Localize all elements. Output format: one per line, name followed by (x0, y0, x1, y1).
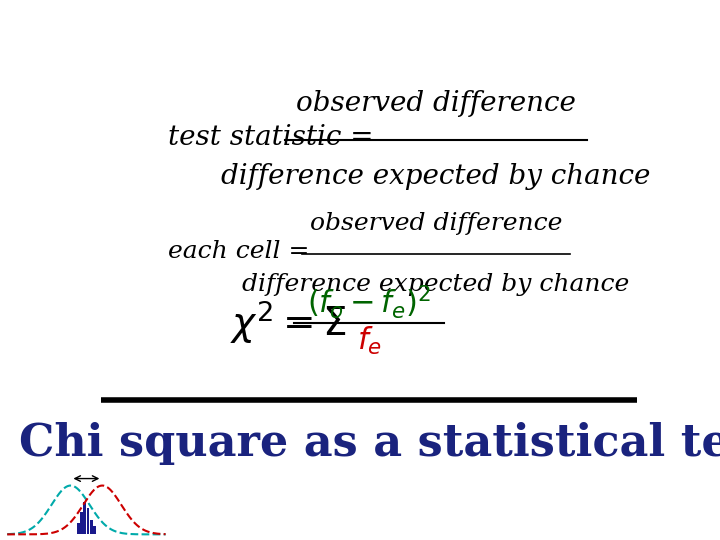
Text: test statistic =: test statistic = (168, 124, 374, 151)
Bar (80, 512, 83, 535)
Bar (86, 508, 89, 535)
Bar (77, 523, 80, 535)
Text: observed difference: observed difference (296, 90, 576, 117)
Text: difference expected by chance: difference expected by chance (221, 163, 651, 190)
Bar (93, 525, 96, 535)
Text: $(f_o - f_e)^2$: $(f_o - f_e)^2$ (307, 283, 431, 321)
Text: each cell =: each cell = (168, 240, 310, 264)
Text: Chi square as a statistical test: Chi square as a statistical test (19, 422, 720, 465)
Text: $f_e$: $f_e$ (356, 325, 382, 357)
Text: difference expected by chance: difference expected by chance (243, 273, 629, 296)
Text: $\chi^2 = \Sigma$: $\chi^2 = \Sigma$ (230, 299, 346, 347)
Bar (84, 502, 86, 535)
Bar (90, 519, 93, 535)
Text: observed difference: observed difference (310, 212, 562, 235)
